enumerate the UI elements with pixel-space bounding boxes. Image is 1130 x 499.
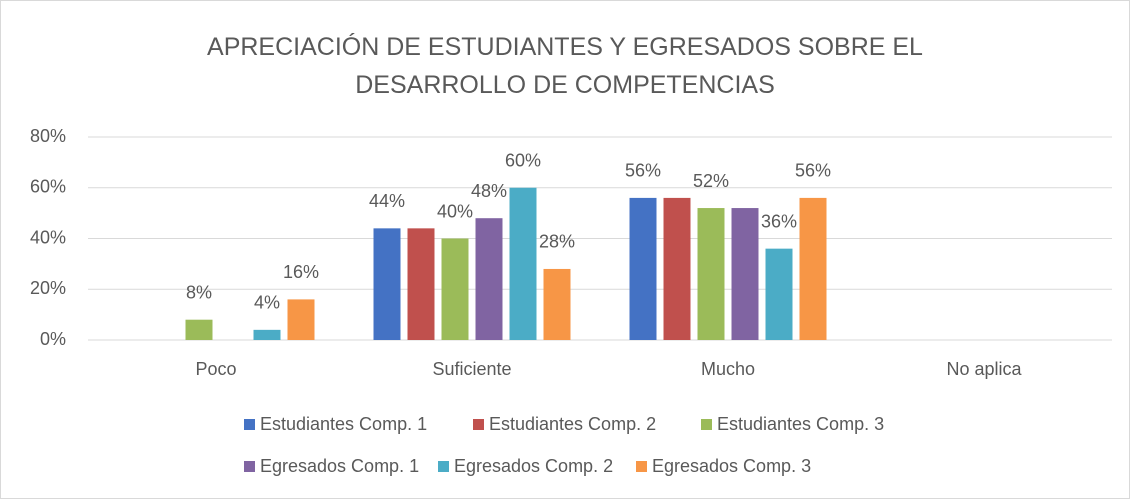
x-tick-label: Suficiente: [432, 359, 511, 379]
bar: [629, 197, 657, 340]
bar: [407, 228, 435, 340]
y-tick-label: 80%: [30, 126, 66, 146]
data-label: 28%: [539, 232, 575, 252]
data-label: 44%: [369, 191, 405, 211]
data-label: 48%: [471, 181, 507, 201]
legend-label: Estudiantes Comp. 1: [260, 414, 427, 434]
bar: [475, 218, 503, 340]
data-label: 16%: [283, 262, 319, 282]
bar: [253, 329, 281, 340]
legend-swatch: [244, 419, 255, 430]
legend-label: Egresados Comp. 2: [454, 456, 613, 476]
y-tick-label: 40%: [30, 227, 66, 247]
bar: [509, 187, 537, 340]
legend-swatch: [701, 419, 712, 430]
y-tick-label: 60%: [30, 177, 66, 197]
chart-title: APRECIACIÓN DE ESTUDIANTES Y EGRESADOS S…: [207, 33, 923, 99]
bar: [441, 238, 469, 340]
y-tick-label: 0%: [40, 329, 66, 349]
bar: [543, 268, 571, 340]
data-label: 40%: [437, 201, 473, 221]
bar: [185, 319, 213, 340]
legend-label: Estudiantes Comp. 2: [489, 414, 656, 434]
x-tick-label: Mucho: [701, 359, 755, 379]
bar: [799, 197, 827, 340]
bar: [287, 299, 315, 340]
legend-swatch: [438, 461, 449, 472]
bar: [663, 197, 691, 340]
legend-label: Estudiantes Comp. 3: [717, 414, 884, 434]
data-label: 56%: [795, 161, 831, 181]
legend-swatch: [244, 461, 255, 472]
data-label: 60%: [505, 151, 541, 171]
data-label: 52%: [693, 171, 729, 191]
data-label: 36%: [761, 211, 797, 231]
legend-label: Egresados Comp. 3: [652, 456, 811, 476]
bar: [765, 248, 793, 340]
y-tick-label: 20%: [30, 278, 66, 298]
data-label: 4%: [254, 293, 280, 313]
x-tick-label: No aplica: [946, 359, 1022, 379]
x-tick-label: Poco: [195, 359, 236, 379]
legend-label: Egresados Comp. 1: [260, 456, 419, 476]
bar: [373, 228, 401, 340]
bar: [697, 208, 725, 340]
legend-swatch: [636, 461, 647, 472]
bar: [731, 208, 759, 340]
legend-swatch: [473, 419, 484, 430]
data-label: 56%: [625, 161, 661, 181]
data-label: 8%: [186, 282, 212, 302]
